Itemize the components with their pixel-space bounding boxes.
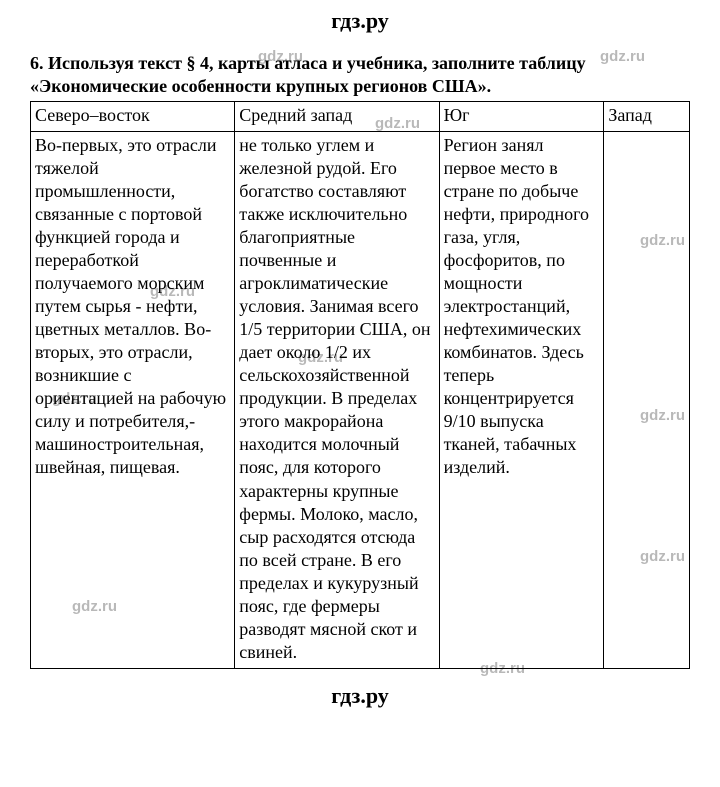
col-header-west: Запад (604, 102, 690, 132)
col-header-northeast: Северо–восток (31, 102, 235, 132)
page-root: гдз.ру 6. Используя текст § 4, карты атл… (0, 0, 720, 787)
table-header-row: Северо–восток Средний запад Юг Запад (31, 102, 690, 132)
question-line-1: 6. Используя текст § 4, карты атласа и у… (30, 53, 586, 73)
cell-west (604, 132, 690, 669)
table-body-row: Во-первых, это отрасли тяжелой промышлен… (31, 132, 690, 669)
cell-northeast: Во-первых, это отрасли тяжелой промышлен… (31, 132, 235, 669)
regions-table: Северо–восток Средний запад Юг Запад Во-… (30, 101, 690, 669)
cell-midwest: не только углем и железной рудой. Его бо… (235, 132, 439, 669)
col-header-south: Юг (439, 102, 604, 132)
cell-south: Регион занял первое место в стране по до… (439, 132, 604, 669)
col-header-midwest: Средний запад (235, 102, 439, 132)
site-brand-top: гдз.ру (30, 8, 690, 34)
question-line-2: «Экономические особенности крупных регио… (30, 76, 491, 96)
question-text: 6. Используя текст § 4, карты атласа и у… (30, 52, 690, 97)
site-brand-bottom: гдз.ру (30, 683, 690, 709)
